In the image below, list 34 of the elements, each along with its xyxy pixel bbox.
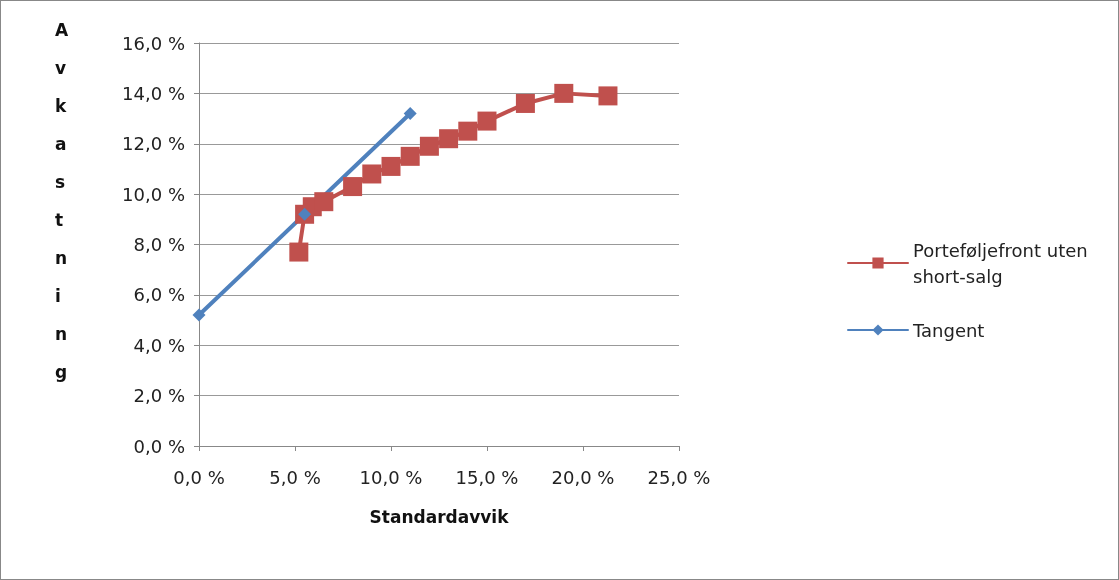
y-tick-label: 12,0 %: [122, 133, 185, 155]
point: [343, 177, 363, 197]
y-tick-label: 14,0 %: [122, 82, 185, 104]
x-tick-label: 15,0 %: [455, 466, 519, 488]
legend-label: Tangent: [912, 319, 985, 341]
y-tick-label: 4,0 %: [133, 334, 185, 356]
point: [314, 192, 334, 212]
point: [192, 308, 206, 322]
point: [419, 136, 439, 156]
point: [289, 242, 309, 262]
x-tick-label: 25,0 %: [647, 466, 711, 488]
y-tick-label: 0,0 %: [133, 435, 185, 457]
point: [403, 107, 417, 121]
point: [477, 111, 497, 131]
point: [554, 83, 574, 103]
point: [400, 146, 420, 166]
point: [381, 156, 401, 176]
y-tick-label: 10,0 %: [122, 183, 185, 205]
y-tick-label: 2,0 %: [133, 385, 185, 407]
x-tick-label: 5,0 %: [269, 466, 321, 488]
point: [439, 129, 459, 149]
point: [458, 121, 478, 141]
y-tick-label: 16,0 %: [122, 32, 185, 54]
y-tick-label: 8,0 %: [133, 234, 185, 255]
point: [362, 164, 382, 184]
x-tick-label: 0,0 %: [173, 466, 225, 488]
y-tick-label: 6,0 %: [133, 284, 185, 306]
x-tick-label: 20,0 %: [551, 466, 615, 488]
point: [515, 93, 535, 113]
point: [598, 86, 618, 106]
x-tick-label: 10,0 %: [359, 466, 423, 488]
legend-label: Porteføljefront uten short-salg: [913, 239, 1094, 287]
text: Avkastning: [55, 20, 69, 382]
x-axis-title: Standardavvik: [369, 506, 510, 527]
